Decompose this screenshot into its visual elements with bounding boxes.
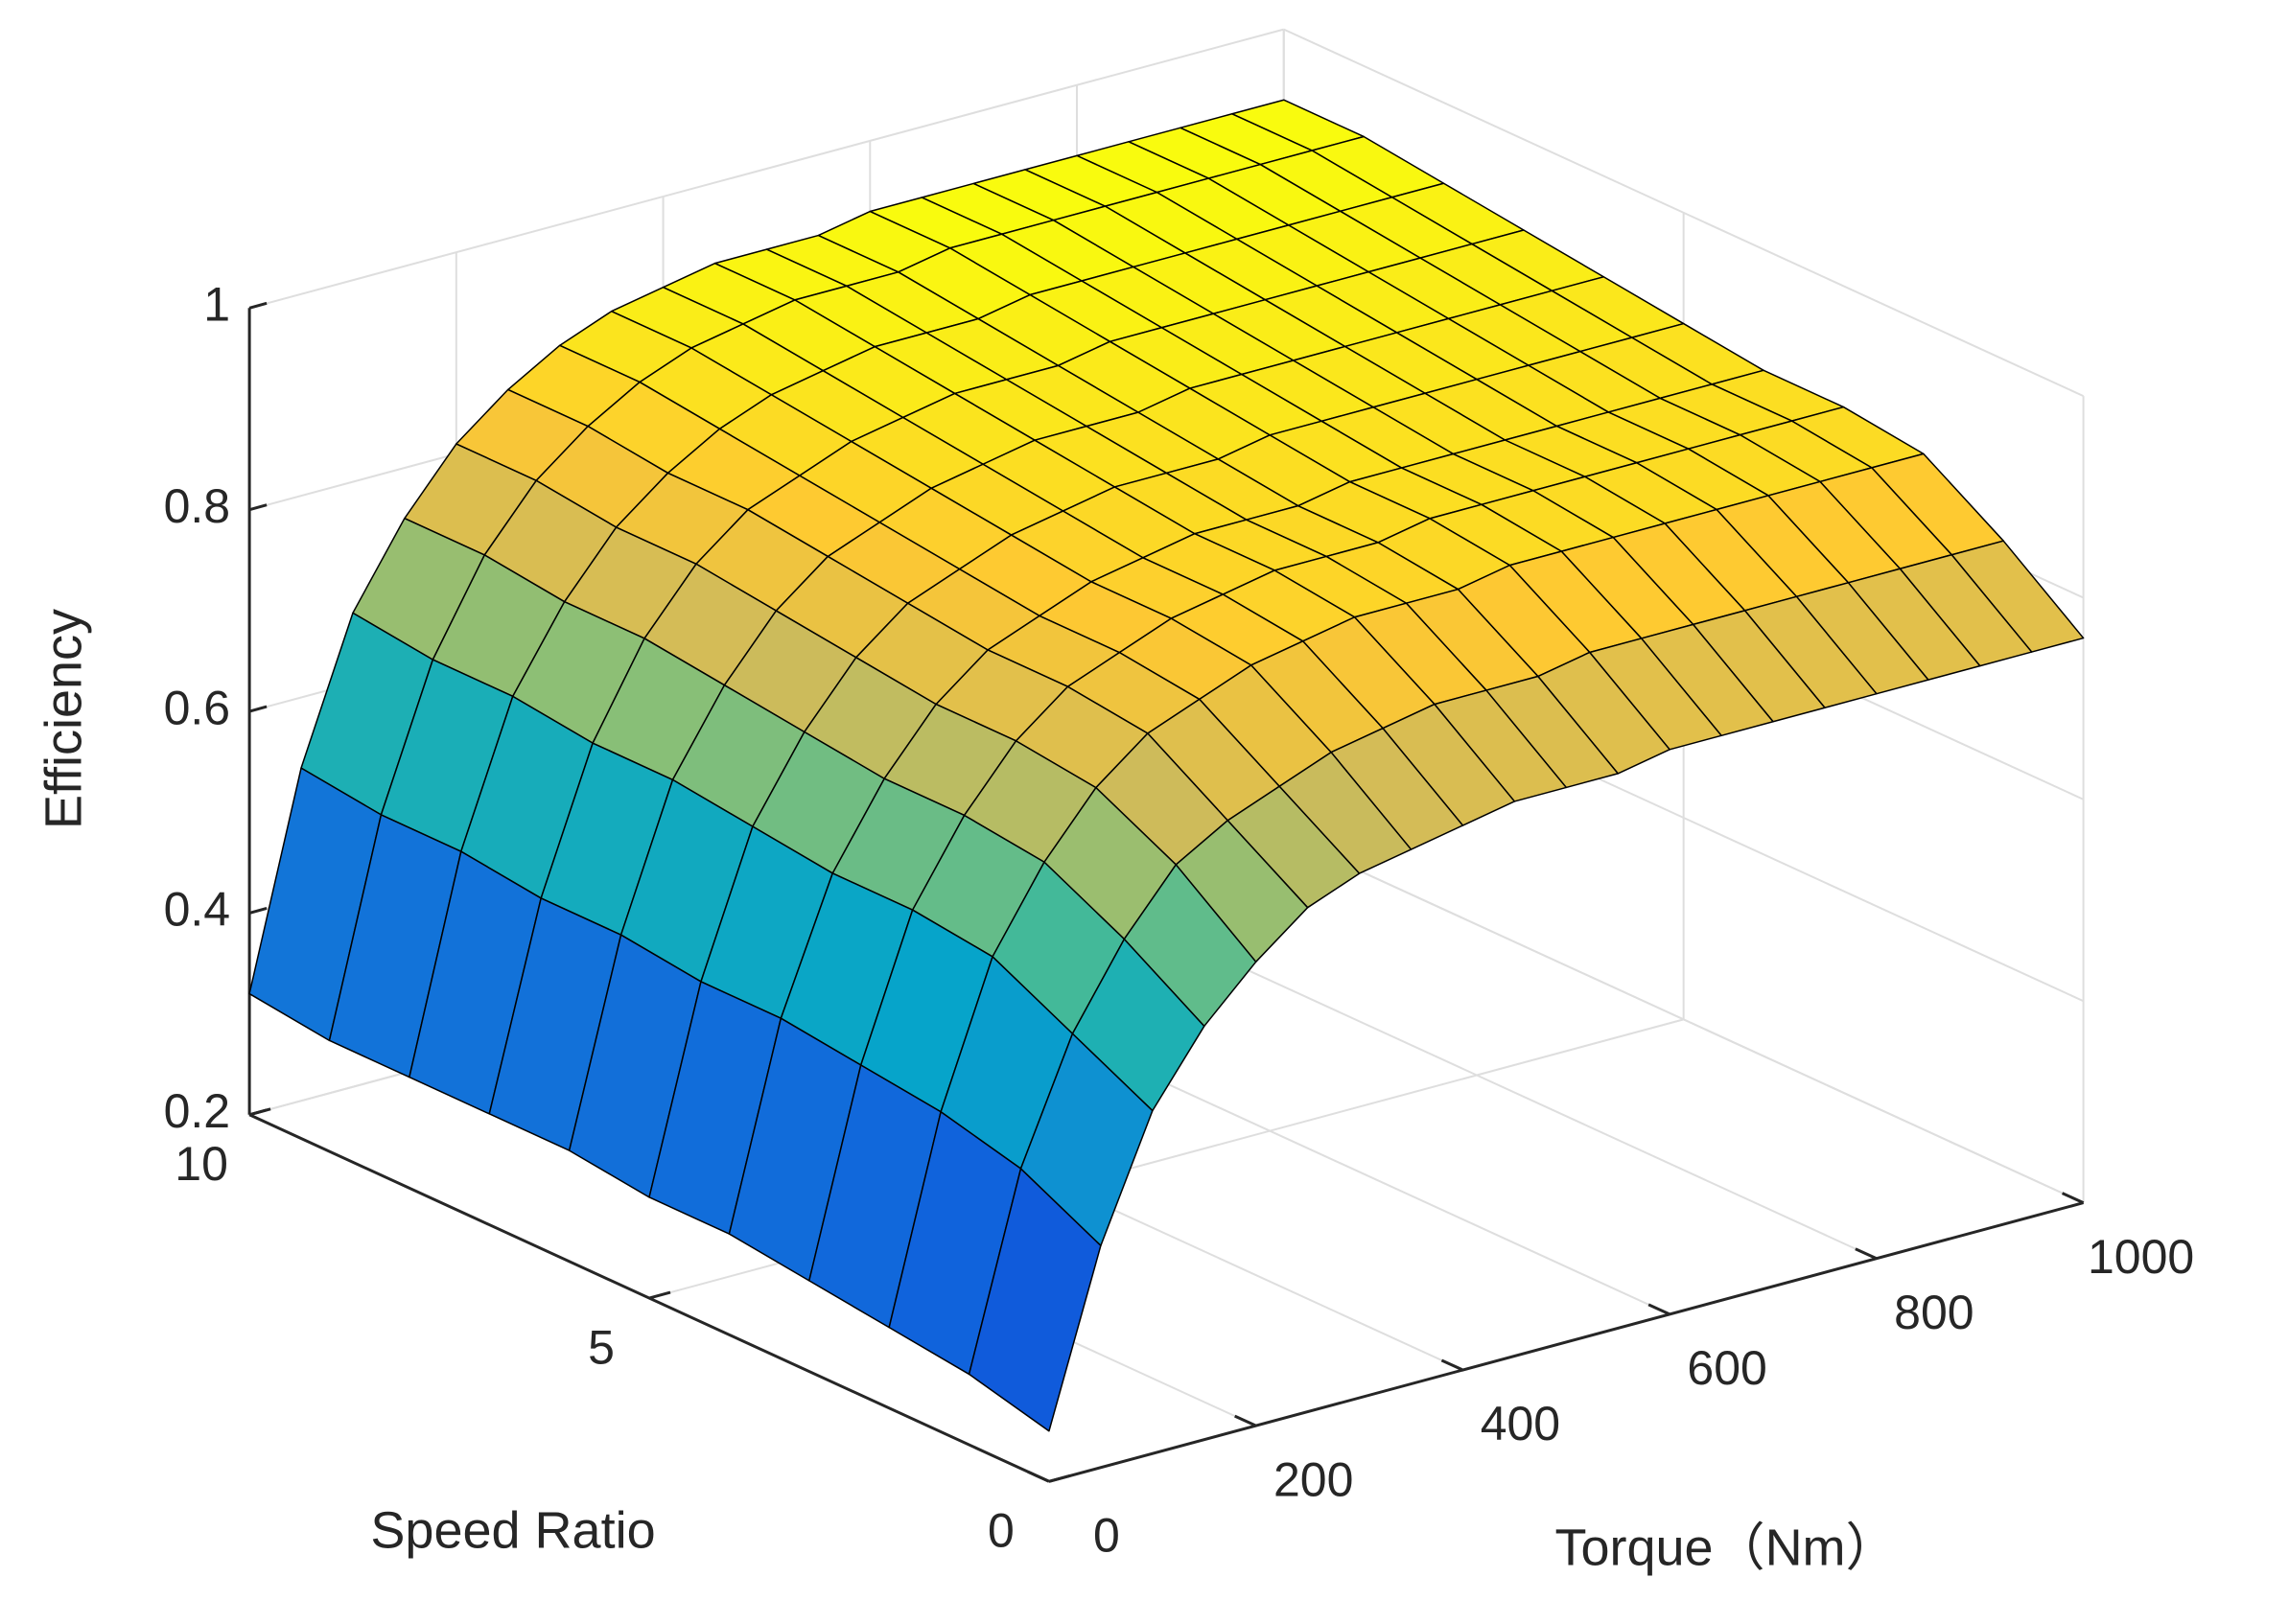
y-tick xyxy=(248,1107,271,1117)
y-tick-label: 5 xyxy=(588,1320,615,1374)
z-tick-label: 0.6 xyxy=(164,681,231,734)
y-axis-label: Speed Ratio xyxy=(370,1501,655,1559)
grid-line xyxy=(1283,28,2085,398)
z-axis-label: Efficiency xyxy=(35,609,92,829)
z-tick-label: 0.8 xyxy=(164,479,231,533)
z-tick xyxy=(248,301,268,310)
y-tick xyxy=(648,1290,671,1300)
z-tick-label: 0.4 xyxy=(164,883,231,937)
z-tick xyxy=(248,906,268,915)
x-tick xyxy=(1647,1303,1670,1316)
x-tick-label: 0 xyxy=(1093,1509,1120,1563)
x-tick-label: 1000 xyxy=(2088,1230,2194,1284)
grid-line xyxy=(1283,835,2085,1204)
x-tick xyxy=(1855,1247,1878,1261)
x-tick-label: 600 xyxy=(1687,1341,1766,1395)
x-tick-label: 800 xyxy=(1894,1286,1974,1339)
x-tick xyxy=(2061,1192,2085,1204)
x-axis-label: Torque（Nm） xyxy=(1554,1519,1897,1576)
x-tick-label: 400 xyxy=(1481,1397,1560,1450)
x-tick xyxy=(1027,1470,1050,1483)
x-axis xyxy=(1048,1201,2084,1483)
y-axis xyxy=(248,1113,1050,1483)
surface-patch xyxy=(968,1168,1102,1432)
z-tick-label: 1 xyxy=(203,278,230,332)
z-tick-label: 0.2 xyxy=(164,1084,231,1138)
z-tick xyxy=(248,705,268,713)
grid-line xyxy=(248,28,1285,310)
y-tick-label: 10 xyxy=(175,1137,228,1191)
x-tick xyxy=(1234,1414,1257,1427)
x-tick-label: 200 xyxy=(1273,1452,1353,1506)
x-tick xyxy=(1440,1358,1464,1372)
y-tick-label: 0 xyxy=(988,1504,1015,1558)
z-tick xyxy=(248,503,268,512)
y-tick xyxy=(1048,1473,1071,1483)
